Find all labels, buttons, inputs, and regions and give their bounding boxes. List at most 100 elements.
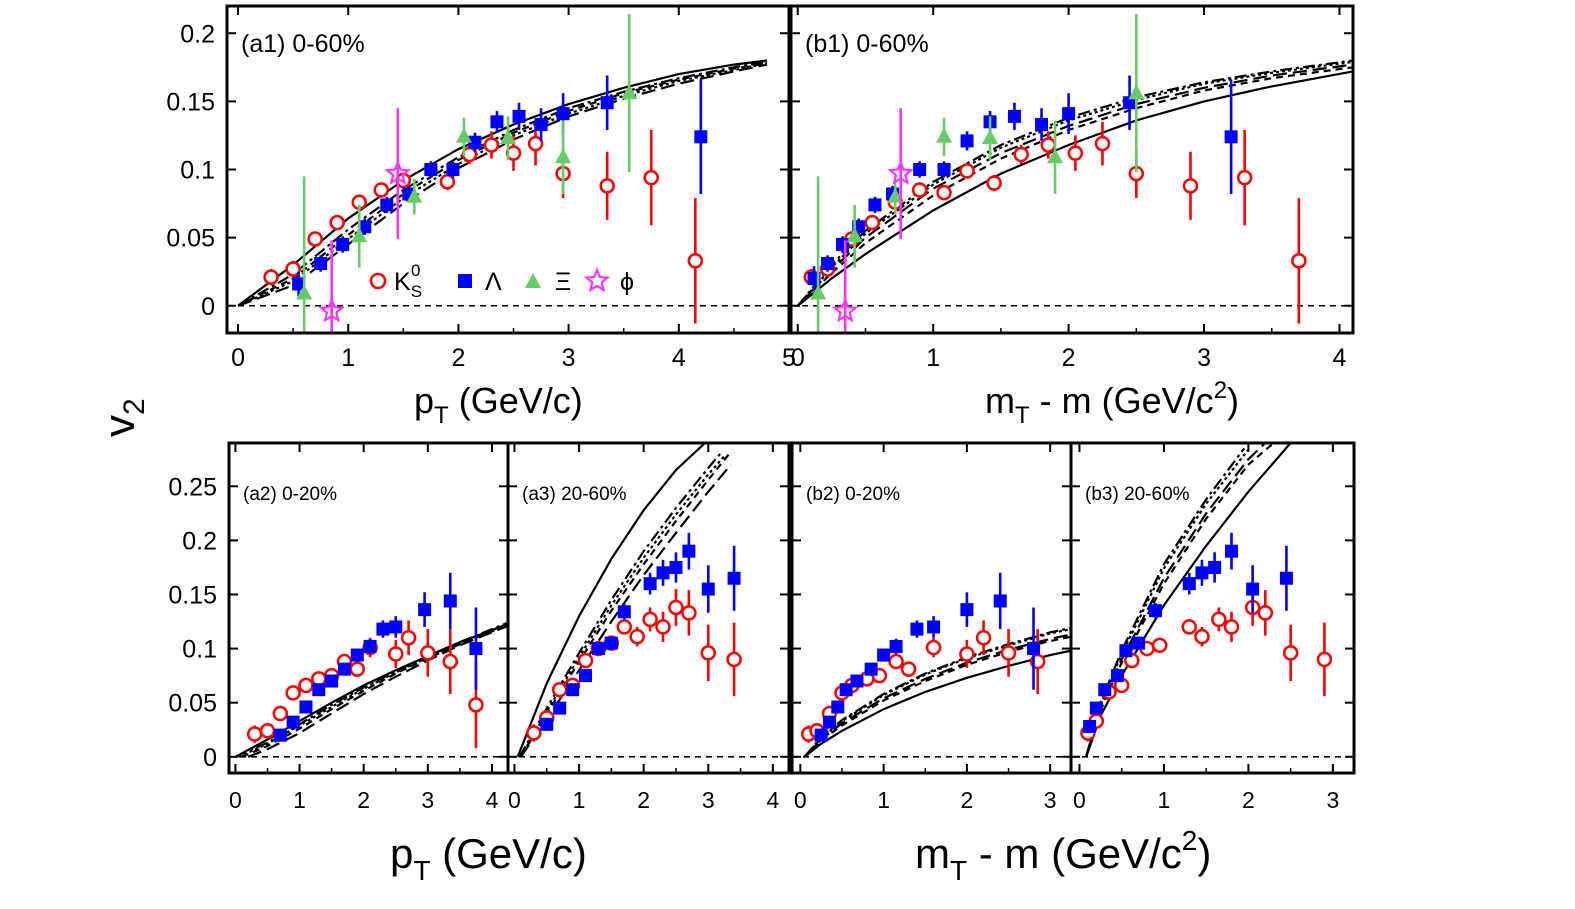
y-tick-label-a1: 0.2 <box>180 20 215 48</box>
x-tick-label-a3: 2 <box>637 787 650 813</box>
panel-a1: 0 1 2 3 4 5 0 0.05 0.1 0.15 0.2 (a1) 0-60% <box>166 4 796 372</box>
x-tick-label-b1: 1 <box>926 344 940 372</box>
lambda-point-a2 <box>418 603 432 617</box>
lambda-point-b3 <box>1110 669 1124 683</box>
x-tick-label-a1: 0 <box>231 344 245 372</box>
xi-point-a1 <box>621 84 638 100</box>
phi-point-a1 <box>318 297 345 323</box>
x-tick-label-b1: 3 <box>1197 344 1211 372</box>
kaon-point-b1 <box>936 184 952 201</box>
lambda-point-a3 <box>540 717 554 731</box>
kaon-point-a3 <box>700 645 717 661</box>
panel-a2: 0 1 2 3 4 0 0.05 0.1 0.15 0.2 0.25 (a2) 0-20% <box>168 441 510 813</box>
lambda-point-a2 <box>469 642 483 656</box>
lambda-point-b1 <box>1035 118 1049 132</box>
xi-point-b1 <box>982 129 999 145</box>
lambda-point-b1 <box>913 163 927 176</box>
legend-lambda-marker <box>458 274 472 288</box>
model-curve-b1-short-dash <box>797 66 1353 307</box>
lambda-point-b2 <box>910 622 924 636</box>
kaon-point-a2 <box>388 646 404 662</box>
lambda-point-b1 <box>1007 109 1021 123</box>
legend-phi: ϕ <box>583 267 634 296</box>
lambda-point-a2 <box>376 622 390 636</box>
y-tick-label-a2: 0.2 <box>182 527 217 555</box>
kaon-point-a3 <box>577 652 594 669</box>
kaon-point-b1 <box>986 175 1002 191</box>
kaon-point-a3 <box>681 605 697 621</box>
lambda-point-a1 <box>490 115 504 129</box>
x-tick-label-b1: 4 <box>1333 344 1347 372</box>
kaon-point-a2 <box>468 697 484 713</box>
lambda-point-a3 <box>617 605 631 619</box>
panels-layer: 0 1 2 3 4 500.050.10.150.2 (a1) 0-60%0 1 2 3 4(b1)… <box>166 4 1356 813</box>
panel-label-a3: (a3) 20-60% <box>522 484 627 505</box>
lambda-point-b2 <box>993 594 1007 608</box>
lambda-point-b2 <box>822 715 836 729</box>
kaon-point-b3 <box>1151 637 1168 654</box>
x-tick-label-a2: 0 <box>229 787 242 813</box>
legend-kaon-marker <box>369 272 387 290</box>
kaon-point-a2 <box>349 661 366 677</box>
xi-point-a1 <box>555 148 572 164</box>
lambda-point-b3 <box>1083 719 1097 733</box>
lambda-point-b2 <box>960 603 974 617</box>
kaon-point-a3 <box>551 681 568 698</box>
lambda-point-b2 <box>927 620 941 634</box>
model-curve-a3-solid <box>516 443 706 758</box>
lambda-point-a3 <box>591 642 605 656</box>
model-curve-a1-dash-dot <box>237 60 768 307</box>
legend-kaon-label: KS0 <box>394 261 422 301</box>
panel-label-b1: (b1) 0-60% <box>805 30 929 58</box>
lambda-point-a1 <box>534 118 548 132</box>
y-tick-label-a2: 0.15 <box>168 581 217 609</box>
panel-label-a2: (a2) 0-20% <box>243 484 337 505</box>
lambda-point-b1 <box>1062 107 1076 121</box>
kaon-point-a3 <box>526 725 542 741</box>
lambda-point-b2 <box>889 639 903 653</box>
xi-point-a1 <box>500 129 516 145</box>
kaon-point-a3 <box>629 628 645 645</box>
lambda-point-b1 <box>835 237 849 251</box>
x-tick-label-b3: 3 <box>1326 787 1339 813</box>
model-curve-a3-dotted <box>519 455 726 758</box>
kaon-point-a1 <box>263 269 279 285</box>
lambda-point-a3 <box>682 544 696 558</box>
lambda-point-a1 <box>336 237 350 251</box>
kaon-point-b3 <box>1211 611 1227 628</box>
lambda-point-a1 <box>468 135 482 149</box>
xi-point-a1 <box>455 127 472 143</box>
model-curve-b1-long-dash <box>797 63 1353 307</box>
kaon-point-a1 <box>527 135 544 152</box>
panel-label-b3: (b3) 20-60% <box>1085 484 1190 505</box>
kaon-point-a2 <box>259 723 276 739</box>
kaon-point-a1 <box>687 253 704 269</box>
x-axis-title-bottom-mt: mT - m (GeV/c2) <box>915 825 1211 886</box>
x-tick-label-a3: 4 <box>766 787 779 813</box>
lambda-point-b3 <box>1279 571 1293 585</box>
lambda-point-a1 <box>358 220 372 234</box>
legend-lambda: Λ <box>458 268 502 296</box>
lambda-point-a2 <box>286 715 300 729</box>
kaon-point-a3 <box>655 619 671 635</box>
kaon-point-a2 <box>420 645 436 661</box>
legend-phi-marker <box>583 267 611 293</box>
x-tick-label-a1: 2 <box>451 344 465 372</box>
y-tick-label-a1: 0 <box>201 293 215 321</box>
xi-point-b1 <box>846 227 863 243</box>
y-tick-label-a1: 0.15 <box>166 88 215 116</box>
xi-point-b1 <box>1128 84 1145 100</box>
legend-lambda-label: Λ <box>485 268 502 296</box>
lambda-point-b2 <box>831 700 845 714</box>
plot-area-b2 <box>792 572 1071 758</box>
lambda-point-b2 <box>877 648 891 662</box>
x-tick-label-a2: 4 <box>486 787 499 813</box>
kaon-point-b1 <box>911 182 928 198</box>
x-tick-label-b2: 3 <box>1044 787 1057 813</box>
lambda-point-a1 <box>424 163 438 176</box>
lambda-point-a1 <box>314 257 328 271</box>
lambda-point-a2 <box>325 674 339 688</box>
lambda-point-a1 <box>694 130 708 144</box>
model-curve-b2-dash-dot <box>803 626 1071 758</box>
phi-point-b1 <box>831 297 859 323</box>
